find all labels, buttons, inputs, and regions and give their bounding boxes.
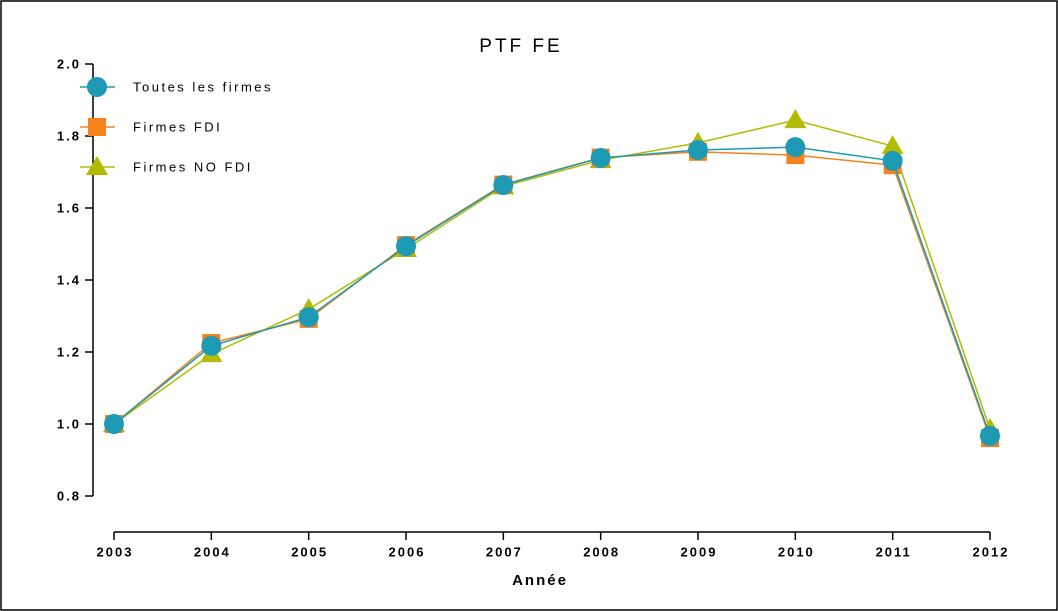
x-tick-label: 2003 xyxy=(97,544,134,559)
x-axis-label: Année xyxy=(512,572,568,589)
legend-label: Firmes FDI xyxy=(133,119,222,134)
marker xyxy=(298,307,319,328)
legend-marker xyxy=(88,118,106,136)
marker xyxy=(396,236,416,257)
x-tick-label: 2008 xyxy=(583,544,620,559)
series-line xyxy=(113,146,991,437)
marker xyxy=(785,137,806,158)
marker xyxy=(688,140,708,161)
x-tick-label: 2007 xyxy=(486,544,523,559)
marker xyxy=(882,150,903,171)
y-tick-label: 1.8 xyxy=(57,128,81,143)
marker xyxy=(493,174,514,195)
marker xyxy=(784,109,807,129)
y-tick-label: 0.8 xyxy=(57,488,81,503)
legend-label: Toutes les firmes xyxy=(133,79,273,94)
marker xyxy=(881,135,904,155)
y-tick-label: 1.6 xyxy=(57,200,81,215)
legend-label: Firmes NO FDI xyxy=(133,159,253,174)
marker xyxy=(590,147,611,168)
x-tick-label: 2006 xyxy=(389,544,426,559)
y-tick-label: 1.4 xyxy=(57,272,81,287)
marker xyxy=(201,335,222,356)
x-tick-label: 2009 xyxy=(681,544,718,559)
legend-marker xyxy=(87,77,107,97)
y-tick-label: 2.0 xyxy=(57,56,81,71)
y-tick-label: 1.2 xyxy=(57,344,81,359)
x-tick-label: 2012 xyxy=(973,544,1010,559)
y-tick-label: 1.0 xyxy=(57,416,81,431)
x-tick-label: 2011 xyxy=(876,544,912,559)
x-tick-label: 2004 xyxy=(194,544,231,559)
marker xyxy=(980,425,1000,446)
chart-title: PTF FE xyxy=(479,36,562,57)
marker xyxy=(104,414,124,434)
legend-marker xyxy=(86,156,108,175)
x-tick-label: 2010 xyxy=(778,544,815,559)
x-tick-label: 2005 xyxy=(291,544,328,559)
